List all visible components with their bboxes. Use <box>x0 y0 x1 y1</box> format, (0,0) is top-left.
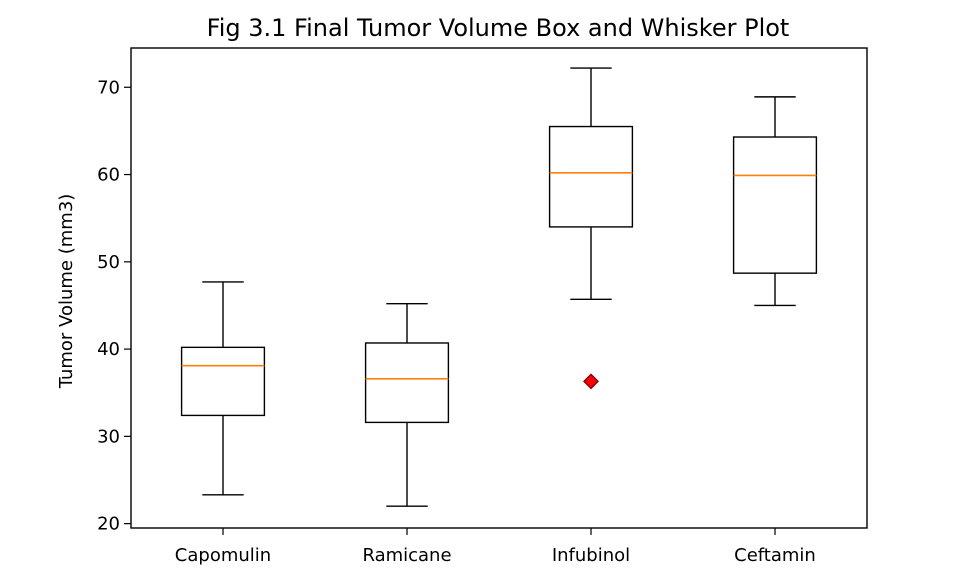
x-tick-label: Ramicane <box>362 545 451 566</box>
x-tick-label: Infubinol <box>552 545 630 566</box>
y-tick-label: 60 <box>97 165 120 186</box>
y-tick-label: 70 <box>97 77 120 98</box>
outlier-marker <box>583 373 599 390</box>
box-capomulin <box>180 346 266 417</box>
y-tick-label: 50 <box>97 252 120 273</box>
y-tick-label: 40 <box>97 339 120 360</box>
box-ramicane <box>364 342 450 424</box>
y-axis-label: Tumor Volume (mm3) <box>56 194 77 390</box>
y-tick-label: 30 <box>97 426 120 447</box>
plot-frame <box>130 47 868 529</box>
x-tick-label: Capomulin <box>175 545 271 566</box>
chart-title: Fig 3.1 Final Tumor Volume Box and Whisk… <box>207 14 790 42</box>
box-infubinol <box>548 125 634 228</box>
box-ceftamin <box>732 136 818 274</box>
plot-area: 20 30 40 50 60 70 Capomulin Ramicane Infubinol Ce… <box>97 67 818 566</box>
y-tick-label: 20 <box>97 514 120 535</box>
x-tick-label: Ceftamin <box>734 545 816 566</box>
